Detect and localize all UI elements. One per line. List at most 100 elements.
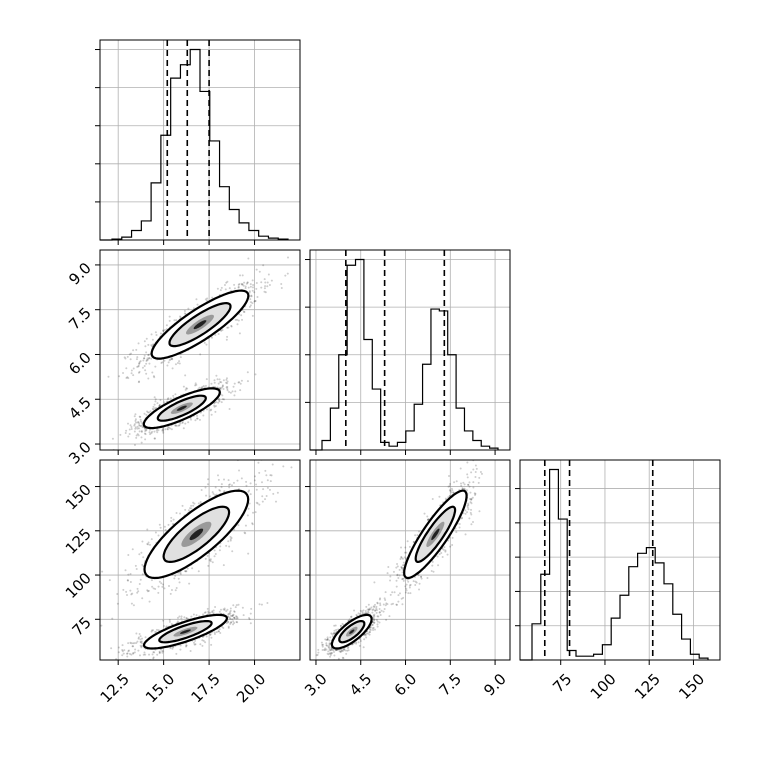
scatter-point (264, 498, 267, 501)
scatter-point (266, 281, 269, 284)
scatter-point (420, 575, 423, 578)
scatter-point (127, 377, 130, 380)
scatter-point (130, 653, 133, 656)
scatter-point (387, 565, 390, 568)
scatter-point (474, 471, 477, 474)
scatter-point (412, 580, 415, 583)
scatter-point (228, 611, 231, 614)
scatter-point (406, 578, 409, 581)
scatter-point (232, 620, 235, 623)
scatter-point (391, 591, 394, 594)
scatter-point (210, 413, 213, 416)
scatter-point (226, 389, 229, 392)
scatter-point (249, 301, 252, 304)
scatter-point (193, 502, 196, 505)
scatter-point (468, 481, 471, 484)
scatter-point (228, 545, 231, 548)
scatter-point (177, 424, 180, 427)
scatter-point (205, 343, 208, 346)
scatter-point (130, 642, 133, 645)
scatter-point (230, 536, 233, 539)
scatter-point (438, 553, 441, 556)
scatter-point (427, 518, 430, 521)
scatter-point (198, 386, 201, 389)
scatter-point (211, 610, 214, 613)
scatter-point (248, 291, 251, 294)
scatter-point (157, 585, 160, 588)
scatter-point (137, 637, 140, 640)
scatter-point (152, 656, 155, 659)
scatter-point (131, 592, 134, 595)
scatter-point (167, 361, 170, 364)
scatter-point (216, 378, 219, 381)
scatter-point (179, 512, 182, 515)
scatter-point (221, 328, 224, 331)
scatter-point (229, 617, 232, 620)
scatter-point (464, 512, 467, 515)
scatter-point (379, 604, 382, 607)
scatter-point (255, 501, 258, 504)
scatter-point (141, 422, 144, 425)
scatter-point (266, 479, 269, 482)
scatter-point (146, 357, 149, 360)
scatter-point (130, 602, 133, 605)
scatter-point (129, 580, 132, 583)
scatter-point (431, 564, 434, 567)
scatter-point (225, 377, 228, 380)
scatter-point (249, 298, 252, 301)
scatter-point (229, 539, 232, 542)
scatter-point (448, 485, 451, 488)
scatter-point (397, 577, 400, 580)
scatter-point (130, 425, 133, 428)
scatter-point (132, 374, 135, 377)
scatter-point (175, 512, 178, 515)
scatter-point (402, 577, 405, 580)
scatter-point (139, 416, 142, 419)
scatter-point (208, 559, 211, 562)
scatter-point (225, 378, 228, 381)
scatter-point (236, 318, 239, 321)
scatter-point (137, 649, 140, 652)
scatter-point (234, 390, 237, 393)
scatter-point (195, 383, 198, 386)
scatter-point (166, 398, 169, 401)
scatter-point (221, 625, 224, 628)
scatter-point (248, 489, 251, 492)
scatter-point (248, 618, 251, 621)
scatter-point (132, 349, 135, 352)
scatter-points (107, 256, 290, 450)
scatter-point (132, 652, 135, 655)
scatter-point (138, 654, 141, 657)
scatter-point (156, 653, 159, 656)
scatter-point (219, 545, 222, 548)
scatter-point (231, 618, 234, 621)
scatter-point (143, 412, 146, 415)
scatter-point (396, 574, 399, 577)
scatter-point (130, 372, 133, 375)
scatter-point (242, 284, 245, 287)
scatter-point (140, 645, 143, 648)
scatter-point (401, 568, 404, 571)
scatter-point (236, 617, 239, 620)
scatter-point (184, 508, 187, 511)
scatter-point (138, 362, 141, 365)
scatter-point (137, 590, 140, 593)
scatter-point (201, 385, 204, 388)
scatter-point (136, 356, 139, 359)
scatter-point (213, 631, 216, 634)
scatter-point (128, 353, 131, 356)
scatter-point (183, 616, 186, 619)
scatter-point (138, 380, 141, 383)
scatter-point (420, 577, 423, 580)
scatter-point (252, 283, 255, 286)
scatter-point (190, 615, 193, 618)
scatter-point (260, 286, 263, 289)
scatter-point (170, 516, 173, 519)
scatter-point (240, 282, 243, 285)
histogram-step (100, 48, 289, 241)
scatter-point (224, 288, 227, 291)
scatter-point (396, 562, 399, 565)
scatter-point (264, 285, 267, 288)
scatter-point (217, 478, 220, 481)
scatter-point (226, 335, 229, 338)
